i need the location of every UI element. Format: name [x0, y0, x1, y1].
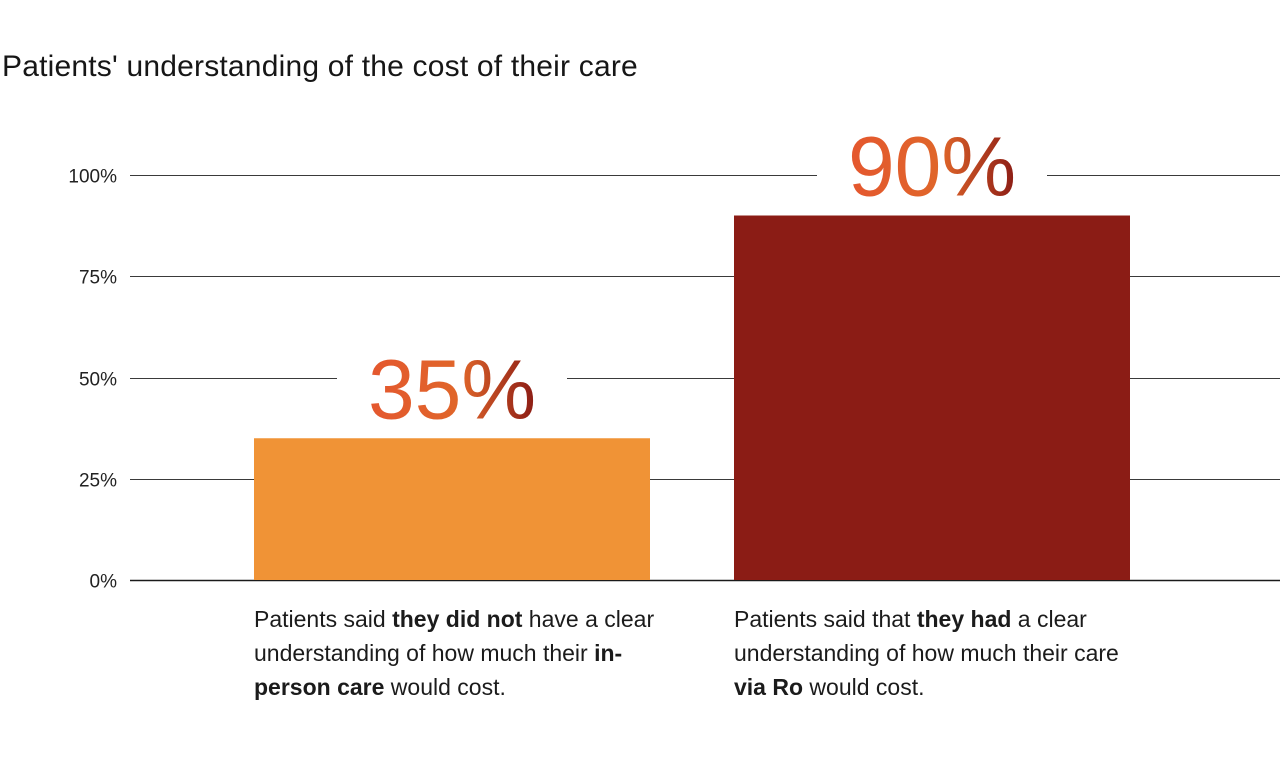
bar-in-person-care	[254, 438, 650, 580]
caption-care-via-ro: Patients said that they had a clear unde…	[734, 602, 1154, 704]
y-tick-label: 75%	[79, 268, 117, 289]
y-tick-label: 25%	[79, 471, 117, 492]
chart-title: Patients' understanding of the cost of t…	[2, 50, 638, 83]
bars	[254, 215, 1130, 580]
value-labels: 35% 90%	[368, 120, 1016, 437]
y-tick-label: 50%	[79, 370, 117, 391]
caption-emphasis: in-person care	[254, 640, 623, 700]
bar-care-via-ro	[734, 215, 1130, 580]
y-axis-ticks: 0% 25% 50% 75% 100%	[68, 167, 117, 593]
caption-text: have a clear understanding of how much t…	[254, 606, 655, 666]
value-label: 35%	[368, 342, 536, 436]
caption-emphasis: via Ro	[734, 674, 804, 700]
caption-text: would cost.	[384, 674, 506, 700]
caption-emphasis: they did not	[392, 606, 523, 632]
caption-text: Patients said	[254, 606, 393, 632]
caption-emphasis: they had	[916, 606, 1012, 632]
y-tick-label: 0%	[90, 572, 118, 593]
y-tick-label: 100%	[68, 167, 117, 188]
caption-text: Patients said that	[734, 606, 917, 632]
caption-text: a clear understanding of how much their …	[734, 606, 1119, 666]
caption-text: would cost.	[803, 674, 925, 700]
value-label: 90%	[848, 120, 1016, 214]
caption-in-person-care: Patients said they did not have a clear …	[254, 602, 674, 704]
